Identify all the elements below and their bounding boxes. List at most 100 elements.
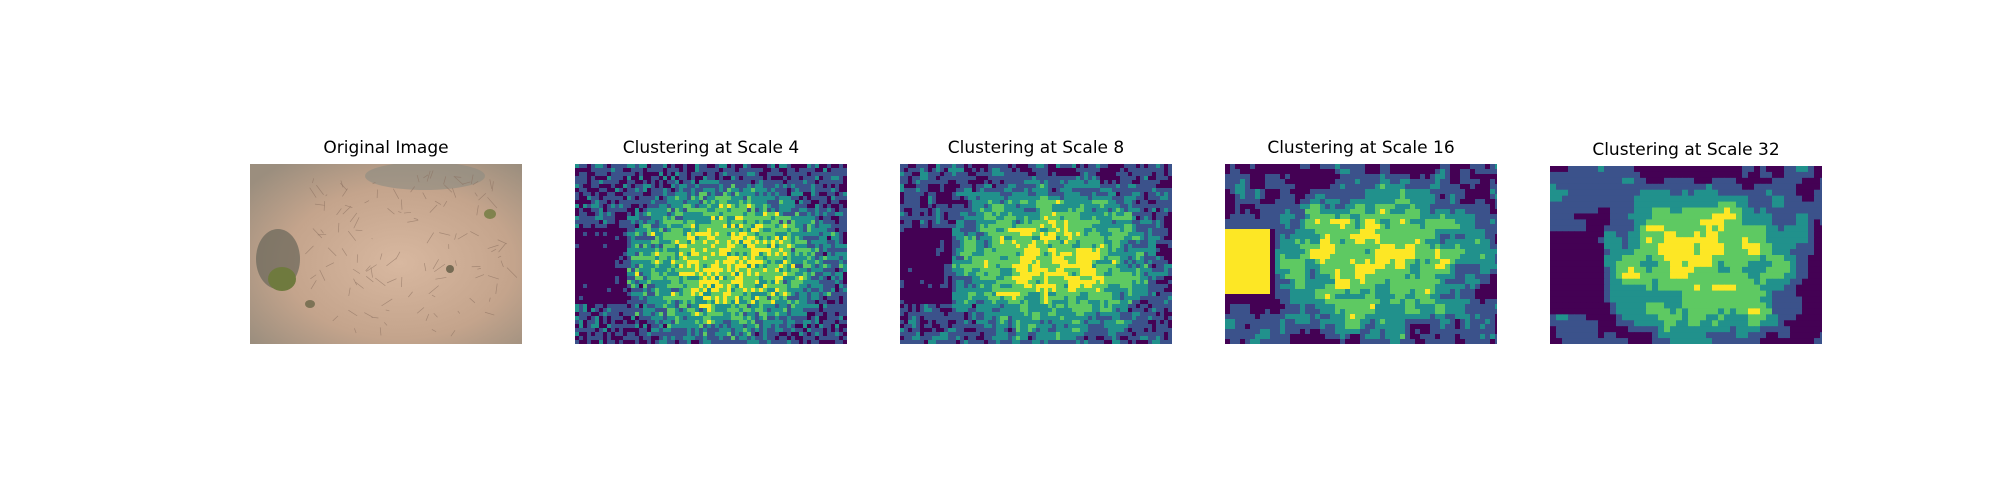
cluster-cell bbox=[643, 276, 648, 281]
cluster-cell bbox=[779, 168, 784, 173]
cluster-cell bbox=[671, 284, 676, 289]
cluster-cell bbox=[1124, 256, 1129, 261]
cluster-cell bbox=[791, 180, 796, 185]
cluster-cell bbox=[643, 244, 648, 249]
cluster-cell bbox=[787, 188, 792, 193]
cluster-cell bbox=[575, 236, 580, 241]
cluster-cell bbox=[944, 268, 949, 273]
cluster-cell bbox=[1100, 232, 1105, 237]
cluster-cell bbox=[595, 164, 600, 169]
cluster-cell bbox=[1140, 232, 1145, 237]
cluster-cell bbox=[1076, 220, 1081, 225]
cluster-cell bbox=[807, 292, 812, 297]
cluster-cell bbox=[579, 216, 584, 221]
cluster-cell bbox=[936, 180, 941, 185]
cluster-cell bbox=[827, 260, 832, 265]
cluster-cell bbox=[803, 292, 808, 297]
cluster-cell bbox=[1100, 168, 1105, 173]
cluster-cell bbox=[675, 180, 680, 185]
cluster-cell bbox=[823, 204, 828, 209]
cluster-cell bbox=[799, 220, 804, 225]
cluster-cell bbox=[1116, 260, 1121, 265]
cluster-cell bbox=[739, 204, 744, 209]
cluster-cell bbox=[1036, 180, 1041, 185]
cluster-cell bbox=[575, 276, 580, 281]
cluster-cell bbox=[643, 320, 648, 325]
cluster-cell bbox=[904, 220, 909, 225]
cluster-cell bbox=[988, 184, 993, 189]
cluster-cell bbox=[599, 176, 604, 181]
cluster-cell bbox=[763, 280, 768, 285]
cluster-cell bbox=[904, 184, 909, 189]
cluster-cell bbox=[819, 268, 824, 273]
cluster-cell bbox=[763, 172, 768, 177]
cluster-cell bbox=[1116, 204, 1121, 209]
cluster-cell bbox=[735, 192, 740, 197]
cluster-cell bbox=[655, 200, 660, 205]
cluster-cell bbox=[924, 260, 929, 265]
cluster-cell bbox=[928, 256, 933, 261]
cluster-cell bbox=[703, 272, 708, 277]
cluster-cell bbox=[659, 200, 664, 205]
cluster-cell bbox=[900, 216, 905, 221]
cluster-cell bbox=[996, 176, 1001, 181]
cluster-cell bbox=[1004, 200, 1009, 205]
cluster-cell bbox=[719, 324, 724, 329]
cluster-cell bbox=[932, 252, 937, 257]
cluster-cell bbox=[1040, 228, 1045, 233]
cluster-cell bbox=[687, 232, 692, 237]
cluster-cell bbox=[639, 256, 644, 261]
cluster-cell bbox=[1104, 200, 1109, 205]
cluster-cell bbox=[823, 328, 828, 333]
cluster-cell bbox=[651, 240, 656, 245]
cluster-cell bbox=[1148, 244, 1153, 249]
cluster-cell bbox=[687, 172, 692, 177]
cluster-cell bbox=[595, 268, 600, 273]
cluster-cell bbox=[811, 244, 816, 249]
cluster-cell bbox=[984, 264, 989, 269]
cluster-cell bbox=[932, 224, 937, 229]
crack-line bbox=[336, 208, 342, 216]
cluster-cell bbox=[691, 216, 696, 221]
cluster-cell bbox=[643, 324, 648, 329]
cluster-cell bbox=[843, 200, 847, 205]
cluster-cell bbox=[623, 232, 628, 237]
cluster-cell bbox=[1124, 248, 1129, 253]
cluster-cell bbox=[988, 232, 993, 237]
cluster-cell bbox=[1168, 248, 1172, 253]
cluster-cell bbox=[763, 176, 768, 181]
cluster-cell bbox=[755, 252, 760, 257]
cluster-cell bbox=[743, 204, 748, 209]
cluster-cell bbox=[787, 264, 792, 269]
cluster-cell bbox=[627, 288, 632, 293]
cluster-cell bbox=[1140, 220, 1145, 225]
cluster-cell bbox=[1020, 244, 1025, 249]
cluster-cell bbox=[651, 232, 656, 237]
cluster-cell bbox=[1132, 244, 1137, 249]
cluster-cell bbox=[727, 200, 732, 205]
cluster-cell bbox=[731, 224, 736, 229]
cluster-cell bbox=[1104, 248, 1109, 253]
cluster-cell bbox=[607, 164, 612, 169]
cluster-cell bbox=[1052, 164, 1057, 169]
crack-line bbox=[495, 283, 498, 294]
cluster-cell bbox=[699, 304, 704, 309]
cluster-cell bbox=[1080, 260, 1085, 265]
cluster-cell bbox=[1024, 208, 1029, 213]
cluster-cell bbox=[735, 304, 740, 309]
cluster-cell bbox=[575, 248, 580, 253]
cluster-cell bbox=[1028, 208, 1033, 213]
cluster-cell bbox=[579, 220, 584, 225]
cluster-cell bbox=[1156, 180, 1161, 185]
cluster-cell bbox=[763, 208, 768, 213]
cluster-cell bbox=[775, 168, 780, 173]
cluster-cell bbox=[1112, 264, 1117, 269]
cluster-cell bbox=[936, 184, 941, 189]
cluster-cell bbox=[583, 276, 588, 281]
cluster-cell bbox=[635, 172, 640, 177]
cluster-cell bbox=[763, 200, 768, 205]
cluster-cell bbox=[683, 196, 688, 201]
cluster-cell bbox=[924, 172, 929, 177]
cluster-cell bbox=[1112, 248, 1117, 253]
cluster-cell bbox=[747, 172, 752, 177]
